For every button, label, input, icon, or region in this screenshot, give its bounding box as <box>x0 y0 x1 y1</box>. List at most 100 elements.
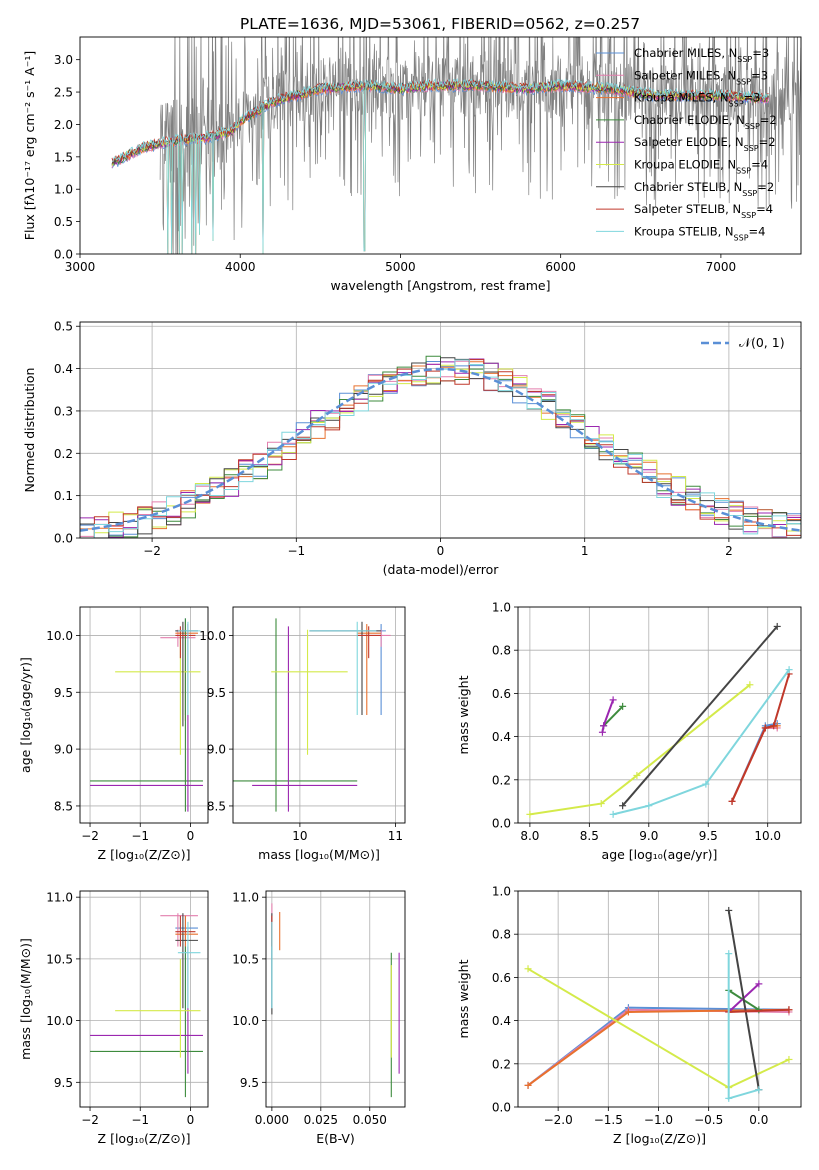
y-tick-label: 0.4 <box>492 1014 511 1028</box>
weight-marker <box>785 666 793 674</box>
x-tick-label: −0.5 <box>694 1113 723 1127</box>
y-tick-label: 9.5 <box>207 686 226 700</box>
panel-mass-vs-Z: −2 −1 0 9.5 10.0 10.5 11.0 Z [log₁₀(Z/Z⊙)] mass … <box>18 890 209 1146</box>
x-tick-label: −1 <box>131 829 149 843</box>
x-tick-label: 4000 <box>225 260 256 274</box>
x-tick-label: 0.0 <box>749 1113 768 1127</box>
axes-frame <box>517 890 802 1108</box>
x-tick-label: 8.5 <box>580 829 599 843</box>
axes-frame <box>265 890 406 1108</box>
y-tick-label: 8.5 <box>54 799 73 813</box>
weight-series-line <box>731 673 791 802</box>
y-tick-label: 10.0 <box>46 1014 73 1028</box>
errorbar-point <box>175 915 196 947</box>
plot-area <box>524 906 793 1102</box>
weight-marker <box>785 1006 793 1014</box>
y-tick-label: 0.8 <box>492 644 511 658</box>
y-tick-label: 11.0 <box>46 891 73 905</box>
weight-marker <box>725 1094 733 1102</box>
legend-entry: Kroupa STELIB, NSSP=4 <box>634 224 765 242</box>
axes-frame <box>79 36 802 255</box>
y-tick-label: 0.3 <box>54 404 73 418</box>
y-tick-label: 11.0 <box>232 891 259 905</box>
y-axis-label: mass weight <box>456 675 471 754</box>
legend-entry: Chabrier MILES, NSSP=3 <box>634 46 769 64</box>
x-tick-label: −1.0 <box>644 1113 673 1127</box>
axes-frame <box>79 321 802 539</box>
legend: 𝒩(0, 1) <box>701 335 785 350</box>
x-tick-label: −2 <box>81 829 99 843</box>
y-tick-label: 0.5 <box>54 320 73 334</box>
errorbar-point <box>309 621 377 715</box>
panel-mass-vs-EBV: 0.000 0.025 0.050 9.5 10.0 10.5 11.0 E(B-V) <box>232 890 406 1146</box>
weight-marker <box>770 722 778 730</box>
legend-entry: Kroupa ELODIE, NSSP=4 <box>634 158 768 176</box>
y-tick-label: 9.0 <box>54 743 73 757</box>
errorbar-point <box>90 624 203 812</box>
y-tick-label: 0.0 <box>492 817 511 831</box>
weight-series-line <box>612 669 790 816</box>
x-tick-label: 7000 <box>706 260 737 274</box>
y-tick-label: 1.5 <box>54 150 73 164</box>
y-tick-label: 0.0 <box>54 532 73 546</box>
x-axis-label: Z [log₁₀(Z/Z⊙)] <box>613 1131 706 1146</box>
legend-entry: Chabrier ELODIE, NSSP=2 <box>634 113 777 130</box>
y-tick-label: 10.5 <box>232 952 259 966</box>
y-tick-label: 9.0 <box>207 743 226 757</box>
errorbar-point <box>90 946 203 1098</box>
weight-series-line <box>727 910 760 1090</box>
x-tick-label: 0.000 <box>255 1113 289 1127</box>
weight-marker <box>746 681 754 689</box>
weight-marker <box>624 1008 632 1016</box>
x-axis-label: E(B-V) <box>316 1131 355 1146</box>
x-tick-label: −1 <box>131 1113 149 1127</box>
x-tick-label: 5000 <box>385 260 416 274</box>
y-tick-label: 0.2 <box>492 773 511 787</box>
legend-entry: Salpeter ELODIE, NSSP=2 <box>634 135 776 153</box>
weight-marker <box>702 780 710 788</box>
x-tick-label: −2 <box>143 544 161 558</box>
errorbar-point <box>252 626 358 812</box>
weight-series-line <box>621 625 778 807</box>
y-tick-label: 0.4 <box>54 362 73 376</box>
y-tick-label: 8.5 <box>207 799 226 813</box>
errorbar-point <box>160 913 198 947</box>
y-tick-label: 0.2 <box>54 447 73 461</box>
y-tick-label: 0.0 <box>492 1101 511 1115</box>
weight-marker <box>773 622 781 630</box>
weight-series-line <box>529 684 751 816</box>
weight-series-line <box>602 705 624 727</box>
weight-marker <box>755 1086 763 1094</box>
x-tick-label: −1 <box>287 544 305 558</box>
plot-area <box>526 622 793 818</box>
errorbar-point <box>271 629 348 755</box>
errorbar-point <box>175 915 198 947</box>
errorbar-point <box>357 626 382 659</box>
errorbar-point <box>177 921 201 1009</box>
y-tick-label: 0.1 <box>54 489 73 503</box>
weight-marker <box>785 1055 793 1063</box>
panel-age-vs-Z: −2 −1 0 8.5 9.0 9.5 10.0 Z [log₁₀(Z/Z⊙)] age [lo… <box>18 606 209 862</box>
x-tick-label: 6000 <box>545 260 576 274</box>
plot-area <box>111 37 801 254</box>
weight-marker <box>600 722 608 730</box>
weight-marker <box>609 810 617 818</box>
y-axis-label: age [log₁₀(age/yr)] <box>18 657 33 773</box>
weight-marker <box>725 906 733 914</box>
errorbar-point <box>160 629 196 647</box>
y-tick-label: 10.0 <box>46 629 73 643</box>
plot-area <box>80 355 801 538</box>
legend-entry: Chabrier STELIB, NSSP=2 <box>634 180 774 198</box>
errorbar-point <box>175 913 198 1009</box>
weight-marker <box>633 771 641 779</box>
y-tick-label: 1.0 <box>492 885 511 899</box>
y-tick-label: 0.8 <box>492 928 511 942</box>
legend-entry: Salpeter STELIB, NSSP=4 <box>634 202 773 220</box>
y-tick-label: 0.5 <box>54 215 73 229</box>
panel-weight-vs-age: 8.0 8.5 9.0 9.5 10.0 0.0 0.2 0.4 0.6 0.8 1.0 age [l… <box>456 601 802 862</box>
x-tick-label: 0 <box>187 1113 195 1127</box>
x-axis-label: age [log₁₀(age/yr)] <box>602 847 718 862</box>
weight-series-line <box>731 722 778 802</box>
x-tick-label: −2 <box>81 1113 99 1127</box>
